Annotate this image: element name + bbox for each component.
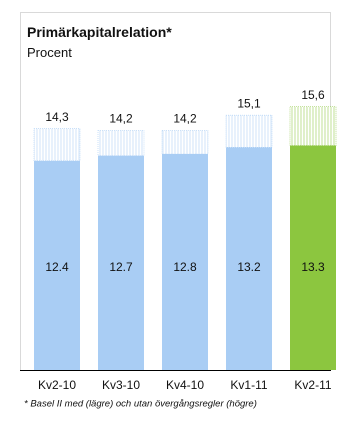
total-label: 14,2 bbox=[109, 112, 133, 126]
bar-segment bbox=[98, 155, 144, 370]
bar-segment bbox=[34, 160, 80, 370]
total-label: 14,3 bbox=[45, 110, 69, 124]
total-label: 14,2 bbox=[173, 112, 197, 126]
x-tick-label: Kv1-11 bbox=[230, 378, 267, 392]
x-tick-label: Kv4-10 bbox=[166, 378, 204, 392]
bar-segment bbox=[226, 147, 272, 370]
bar-segment-hatched bbox=[33, 128, 81, 162]
x-tick-label: Kv2-10 bbox=[38, 378, 76, 392]
chart-title: Primärkapitalrelation* bbox=[27, 24, 172, 40]
x-tick-label: Kv2-11 bbox=[294, 378, 331, 392]
bar-segment bbox=[162, 154, 208, 370]
total-label: 15,6 bbox=[301, 88, 325, 102]
bar-segment bbox=[290, 145, 336, 370]
value-label: 12.7 bbox=[109, 260, 133, 274]
x-tick-label: Kv3-10 bbox=[102, 378, 140, 392]
value-label: 13.2 bbox=[237, 260, 261, 274]
bar-segment-hatched bbox=[97, 130, 145, 156]
bar-segment-hatched bbox=[289, 106, 337, 146]
chart-subtitle: Procent bbox=[27, 45, 72, 60]
bar-segment-hatched bbox=[161, 130, 209, 155]
value-label: 13.3 bbox=[301, 260, 325, 274]
value-label: 12.8 bbox=[173, 260, 197, 274]
value-label: 12.4 bbox=[45, 260, 69, 274]
footnote: * Basel II med (lägre) och utan övergång… bbox=[24, 399, 257, 410]
bar-segment-hatched bbox=[225, 114, 273, 148]
total-label: 15,1 bbox=[237, 96, 261, 110]
